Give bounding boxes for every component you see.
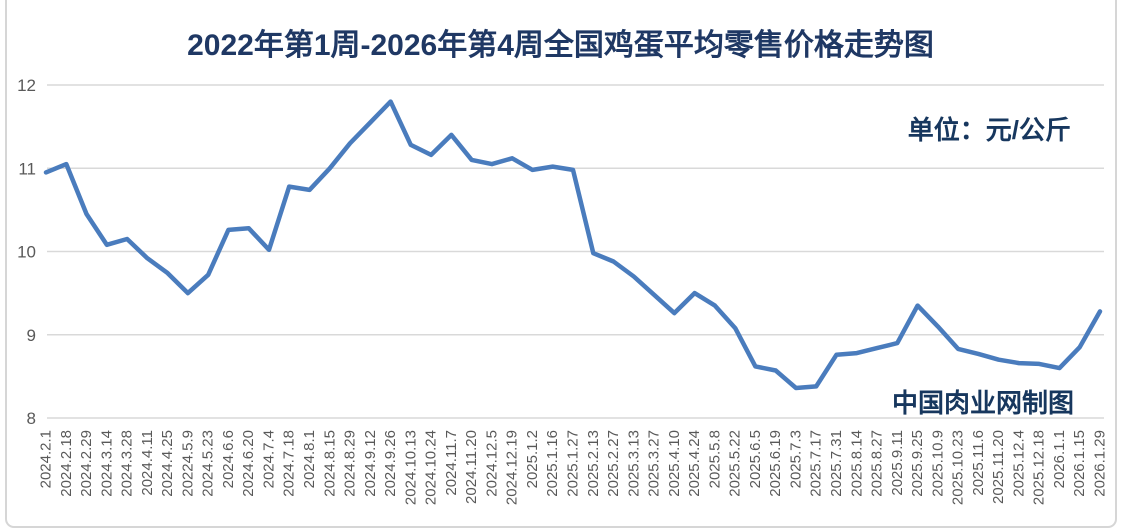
x-tick-label: 2024.8.15: [321, 430, 338, 497]
x-tick-label: 2024.6.6: [220, 430, 237, 488]
watermark-credit: 中国肉业网制图: [891, 388, 1074, 418]
y-tick-label: 10: [17, 243, 36, 262]
y-axis-labels: 8 9 10 11 12: [17, 76, 36, 428]
x-tick-label: 2025.4.10: [666, 430, 683, 497]
x-tick-label: 2025.12.4: [1010, 430, 1027, 497]
x-tick-label: 2025.9.25: [909, 430, 926, 497]
x-tick-label: 2025.8.14: [848, 430, 865, 497]
x-tick-label: 2024.5.23: [200, 430, 217, 497]
x-tick-label: 2024.8.1: [301, 430, 318, 488]
x-tick-label: 2024.4.11: [139, 430, 156, 496]
gridlines: [47, 84, 1104, 419]
x-tick-label: 2025.11.20: [990, 430, 1007, 504]
x-tick-label: 2025.11.6: [970, 430, 987, 496]
x-tick-label: 2024.10.24: [423, 430, 440, 505]
x-tick-label: 2025.9.11: [889, 430, 906, 496]
x-tick-label: 2025.1.16: [544, 430, 561, 497]
x-tick-label: 2025.5.8: [706, 430, 723, 488]
x-tick-label: 2024.11.20: [463, 430, 480, 504]
x-tick-label: 2025.7.17: [808, 430, 825, 497]
x-tick-label: 2025.3.27: [646, 430, 663, 497]
x-tick-label: 2025.7.3: [787, 430, 804, 488]
x-tick-label: 2024.8.29: [342, 430, 359, 497]
x-tick-label: 2025.6.19: [767, 430, 784, 497]
x-tick-label: 2024.3.14: [98, 430, 115, 497]
x-tick-label: 2024.4.25: [159, 430, 176, 497]
x-tick-label: 2025.5.22: [727, 430, 744, 497]
x-tick-label: 2025.6.5: [747, 430, 764, 488]
x-tick-label: 2025.7.31: [828, 430, 845, 497]
x-tick-label: 2025.2.13: [585, 430, 602, 497]
x-tick-label: 2025.10.23: [950, 430, 967, 505]
y-tick-label: 8: [27, 409, 36, 428]
x-tick-label: 2024.11.7: [443, 430, 460, 496]
chart-title: 2022年第1周-2026年第4周全国鸡蛋平均零售价格走势图: [187, 29, 934, 62]
x-tick-label: 2026.1.15: [1071, 430, 1088, 497]
x-tick-label: 2024.2.18: [58, 430, 75, 497]
x-tick-label: 2024.2.1: [38, 430, 55, 488]
x-tick-label: 2025.1.2: [524, 430, 541, 488]
unit-label: 单位：元/公斤: [907, 115, 1071, 145]
price-line-series: [43, 99, 1103, 391]
x-tick-label: 2026.1.29: [1092, 430, 1109, 497]
x-tick-label: 2025.8.27: [869, 430, 886, 497]
x-tick-label: 2024.7.4: [260, 430, 277, 488]
x-axis-labels: 2024.2.1 2024.2.18 2024.2.29 2024.3.14 2024.…: [38, 430, 1109, 505]
y-tick-label: 12: [17, 76, 36, 95]
x-tick-label: 2025.3.13: [625, 430, 642, 497]
x-tick-label: 2024.9.12: [362, 430, 379, 497]
x-tick-label: 2024.6.20: [240, 430, 257, 497]
x-tick-label: 2025.4.24: [686, 430, 703, 497]
x-tick-label: 2025.1.27: [565, 430, 582, 497]
y-tick-label: 11: [18, 159, 36, 178]
x-tick-label: 2026.1.1: [1051, 430, 1068, 488]
x-tick-label: 2024.10.13: [402, 430, 419, 505]
x-tick-label: 2024.12.19: [504, 430, 521, 505]
x-tick-label: 2024.12.5: [483, 430, 500, 497]
x-tick-label: 2024.7.18: [281, 430, 298, 497]
x-tick-label: 2024.2.29: [78, 430, 95, 497]
x-tick-label: 20224.5.9: [179, 430, 196, 497]
y-tick-label: 9: [27, 326, 36, 345]
x-tick-label: 2024.3.28: [119, 430, 136, 497]
x-tick-label: 2024.9.26: [382, 430, 399, 497]
x-tick-label: 2025.10.9: [929, 430, 946, 497]
x-tick-label: 2025.12.18: [1031, 430, 1048, 505]
x-tick-label: 2025.2.27: [605, 430, 622, 497]
